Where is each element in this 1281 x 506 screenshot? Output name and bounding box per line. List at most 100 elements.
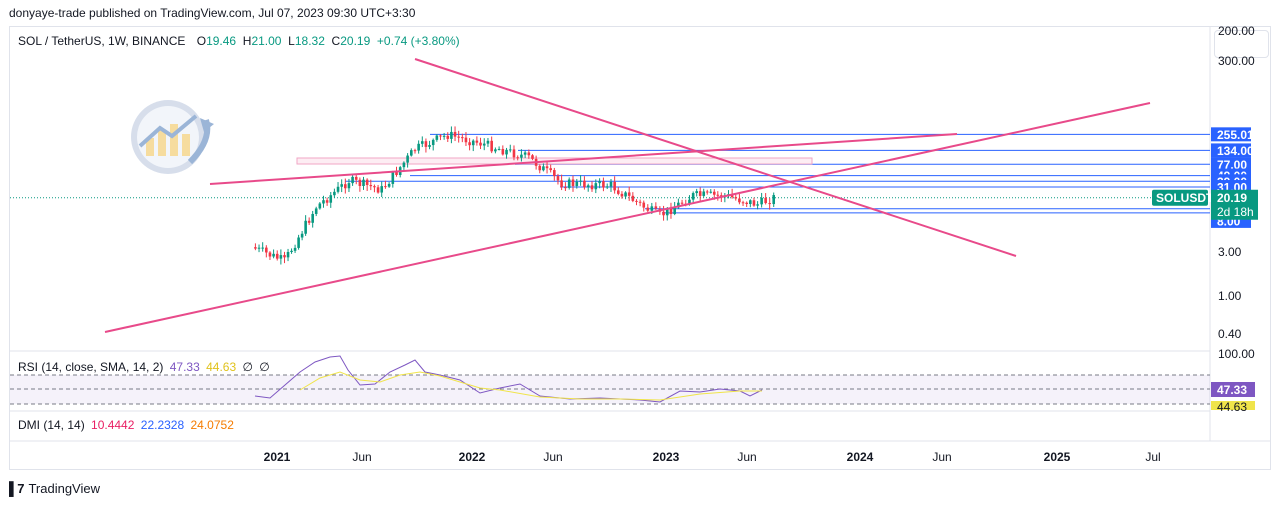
candle[interactable] (293, 247, 297, 251)
candle[interactable] (340, 184, 343, 187)
candle[interactable] (365, 179, 369, 186)
candle[interactable] (654, 206, 658, 209)
candle[interactable] (567, 179, 571, 188)
rsi-label[interactable]: RSI (14, close, SMA, 14, 2) (18, 360, 164, 374)
trendline[interactable] (104, 102, 1151, 333)
candle[interactable] (501, 148, 505, 155)
candle[interactable] (571, 179, 575, 187)
candle[interactable] (314, 208, 318, 214)
candle[interactable] (586, 185, 590, 188)
candle[interactable] (490, 140, 493, 152)
candle[interactable] (624, 192, 627, 197)
candle[interactable] (698, 191, 702, 196)
candle[interactable] (384, 186, 387, 188)
candle[interactable] (380, 186, 384, 193)
candle[interactable] (613, 181, 616, 191)
candle[interactable] (556, 176, 560, 181)
candle[interactable] (527, 152, 531, 156)
candle[interactable] (760, 197, 763, 205)
candle[interactable] (333, 191, 336, 196)
candle[interactable] (523, 152, 527, 155)
candle[interactable] (549, 168, 552, 171)
candle[interactable] (304, 220, 307, 234)
candle[interactable] (579, 180, 582, 182)
candle[interactable] (564, 187, 567, 189)
scale-toggle-button[interactable] (1214, 30, 1269, 58)
candle[interactable] (307, 220, 311, 223)
candle[interactable] (268, 252, 272, 257)
candle[interactable] (680, 202, 684, 204)
candle[interactable] (635, 200, 638, 202)
candle[interactable] (279, 255, 283, 259)
candle[interactable] (712, 191, 716, 195)
candle[interactable] (494, 149, 497, 152)
candle[interactable] (590, 185, 594, 190)
candle[interactable] (730, 194, 734, 198)
candle[interactable] (475, 140, 479, 143)
candle[interactable] (431, 139, 435, 146)
candle[interactable] (373, 186, 376, 188)
candle[interactable] (358, 179, 362, 186)
candle[interactable] (347, 183, 351, 189)
candle[interactable] (410, 150, 413, 156)
candle[interactable] (542, 166, 545, 171)
candle[interactable] (772, 195, 776, 205)
trendline[interactable] (414, 58, 1017, 257)
candle[interactable] (468, 142, 471, 146)
candle[interactable] (745, 202, 748, 205)
symbol-label[interactable]: SOL / TetherUS, 1W, BINANCE (18, 34, 186, 48)
candle[interactable] (560, 180, 563, 188)
candle[interactable] (413, 150, 417, 152)
candle[interactable] (420, 141, 424, 144)
candle[interactable] (620, 193, 624, 197)
candle[interactable] (605, 186, 609, 188)
candle[interactable] (688, 199, 691, 205)
candle[interactable] (662, 211, 665, 216)
candle[interactable] (673, 207, 676, 215)
candle[interactable] (387, 183, 391, 187)
candle[interactable] (265, 247, 268, 253)
candle[interactable] (402, 162, 406, 168)
candle[interactable] (391, 171, 395, 184)
candle[interactable] (631, 195, 635, 201)
candle[interactable] (677, 202, 680, 208)
candle[interactable] (453, 131, 457, 137)
candle[interactable] (609, 181, 613, 187)
candle[interactable] (344, 184, 347, 189)
candle[interactable] (616, 190, 620, 194)
candle[interactable] (254, 247, 257, 249)
candle[interactable] (471, 140, 475, 146)
candle[interactable] (311, 213, 314, 223)
candle[interactable] (464, 137, 468, 143)
candle[interactable] (734, 197, 738, 199)
candle[interactable] (482, 143, 486, 146)
candle[interactable] (362, 179, 365, 186)
candle[interactable] (497, 148, 501, 150)
candle[interactable] (520, 154, 523, 158)
candle[interactable] (486, 140, 490, 144)
candle[interactable] (665, 208, 669, 216)
candle[interactable] (738, 198, 741, 203)
candle[interactable] (553, 170, 556, 177)
candle[interactable] (417, 143, 420, 151)
candle[interactable] (627, 192, 631, 196)
dmi-label[interactable]: DMI (14, 14) (18, 418, 85, 432)
candle[interactable] (435, 135, 439, 140)
candle[interactable] (406, 155, 409, 163)
candle[interactable] (272, 253, 275, 257)
candle[interactable] (442, 135, 446, 137)
candle[interactable] (322, 200, 325, 204)
candle[interactable] (257, 247, 261, 249)
candle[interactable] (545, 166, 549, 169)
candle[interactable] (283, 255, 286, 258)
candle[interactable] (369, 185, 373, 187)
candle[interactable] (395, 171, 398, 175)
candle[interactable] (583, 180, 586, 188)
candle[interactable] (691, 193, 695, 200)
candle[interactable] (329, 195, 333, 203)
candle[interactable] (709, 191, 713, 193)
candle[interactable] (457, 136, 460, 138)
candle[interactable] (516, 157, 519, 159)
candle[interactable] (531, 155, 534, 159)
